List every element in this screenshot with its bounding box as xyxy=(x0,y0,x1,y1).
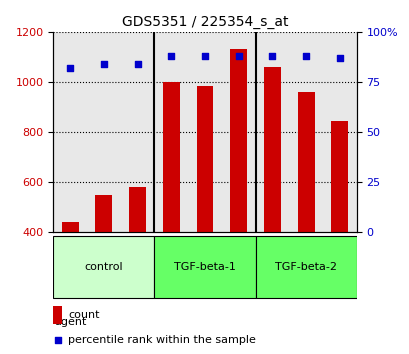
Bar xyxy=(62,222,79,232)
FancyBboxPatch shape xyxy=(255,236,356,298)
FancyBboxPatch shape xyxy=(154,236,255,298)
Text: control: control xyxy=(84,262,123,272)
Text: TGF-beta-1: TGF-beta-1 xyxy=(174,262,235,272)
Text: count: count xyxy=(68,310,100,320)
Bar xyxy=(162,82,179,232)
Text: TGF-beta-2: TGF-beta-2 xyxy=(274,262,336,272)
Bar xyxy=(129,187,146,232)
Text: percentile rank within the sample: percentile rank within the sample xyxy=(68,335,256,345)
Point xyxy=(268,53,275,59)
Bar xyxy=(53,306,62,324)
Point xyxy=(134,61,141,67)
Point xyxy=(201,53,208,59)
FancyBboxPatch shape xyxy=(53,236,154,298)
Bar xyxy=(230,50,247,232)
Bar xyxy=(95,195,112,232)
Bar xyxy=(330,121,347,232)
Point xyxy=(168,53,174,59)
Text: agent: agent xyxy=(54,317,86,327)
Bar xyxy=(297,92,314,232)
Point xyxy=(302,53,309,59)
Point xyxy=(235,53,241,59)
Point xyxy=(243,259,249,264)
Title: GDS5351 / 225354_s_at: GDS5351 / 225354_s_at xyxy=(121,16,288,29)
Bar xyxy=(263,67,280,232)
Bar xyxy=(196,86,213,232)
Point xyxy=(67,65,73,71)
Point xyxy=(336,55,342,61)
Point xyxy=(100,61,107,67)
